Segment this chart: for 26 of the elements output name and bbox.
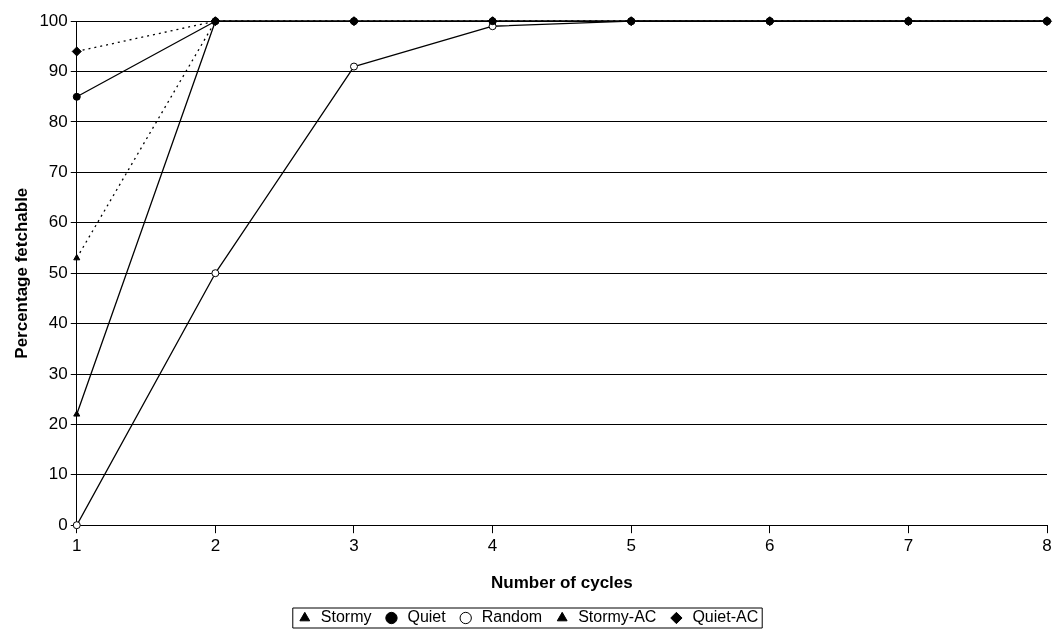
y-tick-label: 90 bbox=[48, 61, 68, 81]
legend-label: Random bbox=[481, 608, 543, 626]
y-axis-title: Percentage fetchable bbox=[11, 187, 31, 359]
x-tick-label: 8 bbox=[1042, 536, 1052, 556]
x-tick-label: 2 bbox=[210, 536, 221, 556]
y-tick-label: 60 bbox=[48, 212, 68, 232]
x-tick-label: 4 bbox=[487, 536, 498, 556]
legend-label: Stormy-AC bbox=[578, 608, 657, 626]
y-tick-label: 0 bbox=[58, 514, 68, 534]
x-tick-label: 6 bbox=[765, 536, 775, 556]
legend-label: Quiet-AC bbox=[692, 608, 759, 626]
y-tick-label: 80 bbox=[48, 111, 68, 131]
y-tick-label: 20 bbox=[48, 414, 68, 434]
x-tick-label: 7 bbox=[903, 536, 914, 556]
y-tick-label: 50 bbox=[48, 262, 68, 282]
y-tick-label: 40 bbox=[48, 313, 68, 333]
x-tick-label: 1 bbox=[72, 536, 82, 556]
y-tick-label: 100 bbox=[39, 10, 68, 30]
x-tick-label: 5 bbox=[626, 536, 636, 556]
legend-label: Stormy bbox=[320, 608, 372, 626]
y-tick-label: 10 bbox=[48, 464, 68, 484]
y-tick-label: 70 bbox=[48, 162, 68, 182]
x-tick-label: 3 bbox=[349, 536, 359, 556]
legend-label: Quiet bbox=[407, 608, 447, 626]
x-axis-title: Number of cycles bbox=[491, 573, 633, 593]
y-tick-label: 30 bbox=[48, 363, 68, 383]
